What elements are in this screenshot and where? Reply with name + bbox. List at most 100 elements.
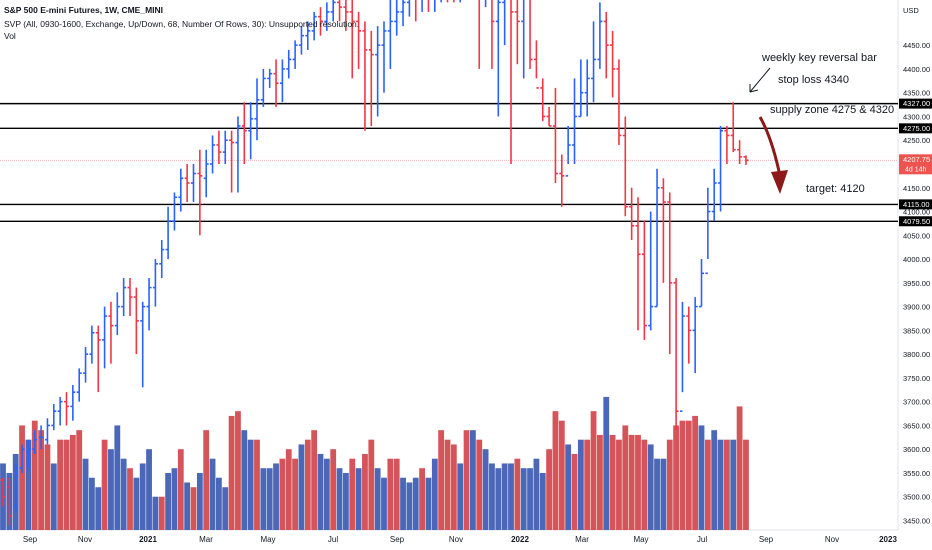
volume-bar (704, 439, 711, 530)
volume-bar (584, 439, 591, 530)
volume-bar (31, 420, 38, 530)
price-tick-label: 3850.00 (903, 326, 930, 335)
volume-bar (450, 444, 457, 530)
volume-bar (654, 458, 660, 530)
price-axis-panel (899, 0, 932, 550)
volume-bar (571, 453, 578, 530)
volume-bar (546, 449, 552, 530)
volume-bar (400, 477, 406, 530)
volume-bar (438, 430, 445, 530)
price-tick-label: 4400.00 (903, 65, 930, 74)
volume-bar (717, 439, 724, 530)
time-tick-label: Sep (759, 535, 774, 544)
time-tick-label: Nov (825, 535, 839, 544)
price-badge (899, 98, 932, 109)
volume-bar (177, 449, 184, 530)
time-tick-label: Jul (697, 535, 707, 544)
volume-bar (184, 482, 191, 530)
price-tick-label: 4000.00 (903, 255, 930, 264)
price-tick-label: 3700.00 (903, 398, 930, 407)
time-tick-label: May (633, 535, 648, 544)
volume-bar (89, 477, 95, 530)
volume-bar (343, 472, 349, 530)
volume-bar (69, 434, 76, 530)
volume-bar (82, 458, 89, 530)
volume-bar (736, 406, 743, 530)
volume-bar (724, 439, 730, 530)
volume-bar (743, 439, 749, 530)
volume-indicator-label[interactable]: Vol (4, 31, 16, 41)
price-badge (899, 123, 932, 134)
volume-bar (597, 434, 603, 530)
time-tick-label: Mar (575, 535, 589, 544)
volume-bar (273, 463, 279, 530)
volume-bar (489, 463, 495, 530)
volume-bar (387, 458, 394, 530)
volume-bar (393, 458, 400, 530)
volume-bar (266, 468, 273, 530)
volume-bar (520, 468, 527, 530)
volume-bar (311, 430, 318, 530)
volume-bar (190, 487, 197, 530)
volume-bar (539, 472, 546, 530)
volume-bar (362, 453, 368, 530)
volume-bar (628, 434, 635, 530)
volume-bar (565, 444, 572, 530)
price-tick-label: 4100.00 (903, 208, 930, 217)
volume-bar (698, 425, 705, 530)
volume-bar (730, 439, 737, 530)
volume-bar (552, 411, 559, 530)
volume-bar (444, 439, 451, 530)
time-tick-label: 2022 (511, 535, 529, 544)
forecast-arrow-head (771, 170, 788, 194)
volume-bar (38, 430, 44, 530)
volume-bar (463, 430, 470, 530)
time-tick-label: May (260, 535, 275, 544)
countdown-label: 4d 14h (905, 166, 927, 173)
price-tick-label: 4450.00 (903, 41, 930, 50)
volume-bar (279, 458, 286, 530)
price-badge-label: 4115.00 (903, 200, 930, 209)
volume-bar (165, 472, 171, 530)
volume-bar (108, 449, 114, 530)
price-tick-label: 4350.00 (903, 89, 930, 98)
volume-bar (133, 477, 140, 530)
price-badge (899, 199, 932, 210)
volume-bar (685, 420, 692, 530)
volume-bar (666, 439, 673, 530)
volume-bar (254, 439, 260, 530)
volume-bar (616, 439, 622, 530)
volume-bar (260, 468, 267, 530)
volume-bar (508, 463, 514, 530)
time-tick-label: Mar (199, 535, 213, 544)
price-tick-label: 4150.00 (903, 184, 930, 193)
volume-bar (679, 420, 686, 530)
symbol-title[interactable]: S&P 500 E-mini Futures, 1W, CME_MINI (4, 5, 164, 15)
volume-bar (152, 496, 159, 530)
price-badge (899, 154, 932, 175)
volume-bar (241, 430, 248, 530)
volume-bar (127, 468, 133, 530)
forecast-arrow-shaft (758, 116, 782, 177)
volume-bar (298, 444, 305, 530)
volume-bar (431, 458, 438, 530)
volume-bar (501, 463, 508, 530)
annotation-supply-zone: supply zone 4275 & 4320 (770, 104, 895, 116)
volume-bar (533, 458, 540, 530)
volume-bar (44, 444, 51, 530)
time-tick-label: 2023 (879, 535, 897, 544)
volume-bar (330, 449, 337, 530)
volume-bar (355, 468, 362, 530)
volume-bar (425, 477, 432, 530)
svp-indicator-label[interactable]: SVP (All, 0930-1600, Exchange, Up/Down, … (4, 19, 360, 29)
price-tick-label: 3500.00 (903, 493, 930, 502)
volume-bar (228, 415, 235, 530)
price-badge-label: 4275.00 (903, 124, 930, 133)
volume-bar (114, 425, 121, 530)
volume-bar (139, 463, 146, 530)
price-badge-label: 4327.00 (903, 99, 930, 108)
price-tick-label: 3550.00 (903, 469, 930, 478)
volume-bar (216, 477, 222, 530)
currency-label[interactable]: USD (903, 6, 919, 15)
